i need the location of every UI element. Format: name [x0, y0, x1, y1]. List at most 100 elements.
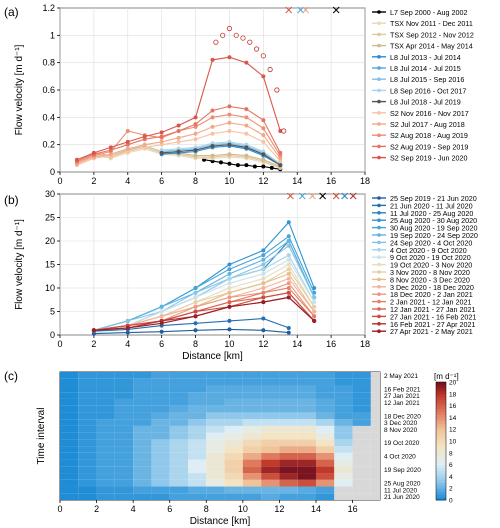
- legend-entry: 24 Sep 2020 - 4 Oct 2020: [390, 238, 472, 247]
- terminus-marker-stroke: [332, 6, 340, 14]
- data-point: [125, 330, 130, 335]
- heatmap-cell: [334, 412, 353, 420]
- panel-a-ylabel: Flow velocity [m d⁻¹]: [14, 44, 25, 135]
- heatmap-cell: [316, 446, 335, 453]
- heatmap-cell: [188, 486, 207, 494]
- data-point: [210, 144, 215, 149]
- data-point: [193, 122, 198, 127]
- heatmap-cell: [242, 412, 262, 420]
- heatmap-cell: [297, 446, 316, 453]
- heatmap-cell: [224, 439, 243, 447]
- heatmap-cell: [169, 392, 188, 399]
- heatmap-cell: [224, 486, 243, 494]
- data-point: [286, 220, 291, 225]
- legend-entry: 3 Nov 2020 - 8 Nov 2020: [390, 268, 470, 277]
- colorbar-segment: [436, 473, 446, 477]
- heatmap-cell: [334, 419, 353, 426]
- heatmap-cell: [78, 419, 97, 426]
- heatmap-cell: [297, 459, 316, 467]
- data-point: [261, 157, 266, 162]
- heatmap-cell: [96, 419, 115, 426]
- heatmap-cell: [206, 446, 225, 453]
- legend-swatch-marker: [377, 55, 381, 59]
- heatmap-cell: [370, 385, 380, 393]
- row-label: 19 Oct 2020: [384, 440, 420, 447]
- legend-swatch-marker: [377, 270, 381, 274]
- heatmap-cell: [261, 446, 280, 453]
- heatmap-cell: [169, 398, 188, 406]
- heatmap-cell: [78, 446, 97, 453]
- heatmap-cell: [224, 493, 243, 500]
- heatmap-cell: [151, 425, 170, 433]
- heatmap-cell: [188, 493, 207, 500]
- legend-entry: 4 Oct 2020 - 9 Oct 2020: [390, 246, 467, 255]
- heatmap-cell: [316, 419, 335, 426]
- heatmap-cell: [96, 466, 115, 474]
- heatmap-cell: [60, 385, 79, 393]
- legend-swatch-marker: [377, 248, 381, 252]
- heatmap-cell: [60, 425, 79, 433]
- heatmap-cell: [279, 486, 298, 494]
- y-tick-label: 0.2: [42, 140, 55, 150]
- heatmap-cell: [114, 398, 134, 406]
- heatmap-cell: [96, 446, 115, 453]
- heatmap-cell: [370, 372, 380, 379]
- heatmap-cell: [151, 372, 170, 379]
- data-point: [261, 133, 266, 138]
- colorbar-frame: [435, 381, 447, 501]
- series-line: [161, 142, 281, 165]
- legend-entry: 8 Nov 2020 - 3 Dec 2020: [390, 275, 470, 284]
- heatmap-cell: [224, 398, 243, 406]
- data-point: [260, 53, 266, 59]
- data-point: [125, 318, 130, 323]
- series-line: [93, 148, 281, 169]
- heatmap-cell: [114, 493, 134, 500]
- data-point: [261, 164, 266, 169]
- heatmap-cell: [242, 425, 262, 433]
- heatmap-cell: [188, 378, 207, 386]
- x-tick-label: 4: [125, 339, 130, 349]
- row-label: 18 Dec 2020: [384, 413, 421, 420]
- colorbar-segment: [436, 417, 446, 421]
- heatmap-cell: [206, 412, 225, 420]
- heatmap-cell: [352, 473, 371, 480]
- terminus-marker: [319, 192, 326, 200]
- heatmap-cell: [188, 466, 207, 474]
- heatmap-cell: [261, 486, 280, 494]
- heatmap-cell: [242, 405, 262, 413]
- heatmap-cell: [261, 378, 280, 386]
- heatmap-cell: [78, 372, 97, 379]
- terminus-marker-stroke: [302, 6, 310, 14]
- y-tick-label: 10: [45, 283, 55, 293]
- x-tick-label: 0: [57, 339, 62, 349]
- heatmap-cell: [114, 446, 134, 453]
- heatmap-cell: [242, 473, 262, 480]
- colorbar-tick-label: 0: [449, 498, 453, 505]
- heatmap-cell: [78, 479, 97, 487]
- heatmap-cell: [60, 372, 79, 379]
- data-point: [312, 309, 317, 314]
- data-point: [159, 309, 164, 314]
- heatmap-cell: [334, 446, 353, 453]
- heatmap-cell: [133, 425, 152, 433]
- data-point: [274, 87, 280, 93]
- colorbar-segment: [436, 476, 446, 480]
- heatmap-cell: [334, 425, 353, 433]
- heatmap-cell: [78, 392, 97, 399]
- terminus-marker-stroke: [341, 192, 349, 200]
- legend-entry: 27 Jan 2021 - 16 Feb 2021: [390, 312, 476, 321]
- heatmap-cell: [206, 493, 225, 500]
- panel-b: 0 2 4 6 8 10 12 14 16 18 0 5 10 15 20 25 30 (b) Flow vel…: [4, 189, 478, 362]
- colorbar-segment: [436, 488, 446, 492]
- heatmap-cell: [206, 473, 225, 480]
- heatmap-cell: [334, 466, 353, 474]
- heatmap-cell: [133, 412, 152, 420]
- data-point: [193, 131, 198, 136]
- heatmap-cell: [60, 466, 79, 474]
- heatmap-cell: [279, 446, 298, 453]
- heatmap-cell: [151, 398, 170, 406]
- data-point: [261, 262, 266, 267]
- row-label: 8 Nov 2020: [384, 427, 418, 434]
- heatmap-cell: [78, 486, 97, 494]
- heatmap-cell: [114, 466, 134, 474]
